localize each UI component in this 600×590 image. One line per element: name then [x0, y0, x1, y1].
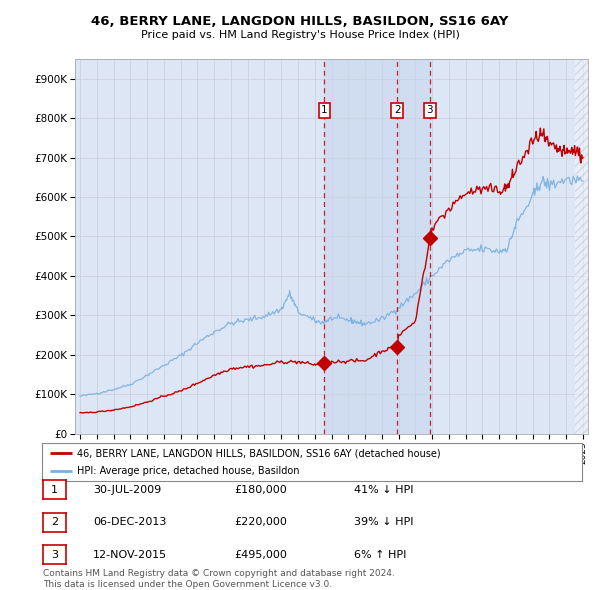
- Text: 3: 3: [427, 105, 433, 115]
- Text: HPI: Average price, detached house, Basildon: HPI: Average price, detached house, Basi…: [77, 466, 299, 476]
- Text: 30-JUL-2009: 30-JUL-2009: [93, 485, 161, 494]
- Text: 46, BERRY LANE, LANGDON HILLS, BASILDON, SS16 6AY: 46, BERRY LANE, LANGDON HILLS, BASILDON,…: [91, 15, 509, 28]
- Text: 41% ↓ HPI: 41% ↓ HPI: [354, 485, 413, 494]
- Text: 06-DEC-2013: 06-DEC-2013: [93, 517, 166, 527]
- Text: 12-NOV-2015: 12-NOV-2015: [93, 550, 167, 559]
- Text: £495,000: £495,000: [234, 550, 287, 559]
- Text: 2: 2: [394, 105, 401, 115]
- Text: 3: 3: [51, 550, 58, 559]
- Text: £180,000: £180,000: [234, 485, 287, 494]
- Text: 2: 2: [51, 517, 58, 527]
- Text: 46, BERRY LANE, LANGDON HILLS, BASILDON, SS16 6AY (detached house): 46, BERRY LANE, LANGDON HILLS, BASILDON,…: [77, 448, 441, 458]
- Text: Contains HM Land Registry data © Crown copyright and database right 2024.: Contains HM Land Registry data © Crown c…: [43, 569, 395, 578]
- Bar: [325, 59, 430, 434]
- Text: £220,000: £220,000: [234, 517, 287, 527]
- Text: 1: 1: [321, 105, 328, 115]
- Bar: [575, 59, 592, 434]
- Text: This data is licensed under the Open Government Licence v3.0.: This data is licensed under the Open Gov…: [43, 579, 332, 589]
- Text: Price paid vs. HM Land Registry's House Price Index (HPI): Price paid vs. HM Land Registry's House …: [140, 30, 460, 40]
- Text: 6% ↑ HPI: 6% ↑ HPI: [354, 550, 406, 559]
- Text: 39% ↓ HPI: 39% ↓ HPI: [354, 517, 413, 527]
- Text: 1: 1: [51, 485, 58, 494]
